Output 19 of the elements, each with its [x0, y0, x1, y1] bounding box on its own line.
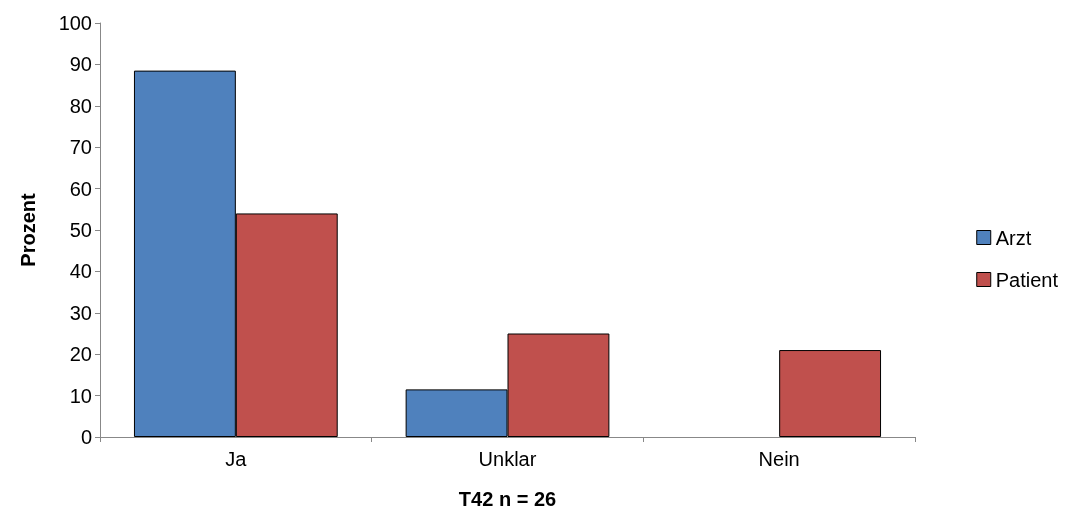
- y-tick-label: 10: [69, 384, 92, 407]
- y-tick-label: 100: [58, 12, 92, 34]
- y-tick-label: 40: [69, 260, 92, 283]
- y-tick-label: 70: [69, 136, 92, 159]
- y-tick-label: 20: [69, 343, 92, 366]
- x-tick-label: Unklar: [478, 448, 537, 470]
- y-tick-label: 80: [69, 94, 92, 117]
- y-tick-label: 0: [80, 426, 92, 448]
- y-tick-label: 60: [69, 177, 92, 200]
- x-tick-label: Nein: [758, 448, 800, 470]
- x-tick-label: Ja: [225, 448, 248, 470]
- legend-label: Patient: [995, 268, 1059, 291]
- y-tick-label: 90: [69, 53, 92, 76]
- y-tick-label: 50: [69, 219, 92, 241]
- bar: [779, 350, 882, 437]
- y-axis-title: Prozent: [17, 192, 39, 267]
- y-tick-label: 30: [69, 301, 92, 324]
- x-axis-title: T42 n = 26: [458, 488, 557, 510]
- legend-label: Arzt: [995, 226, 1032, 249]
